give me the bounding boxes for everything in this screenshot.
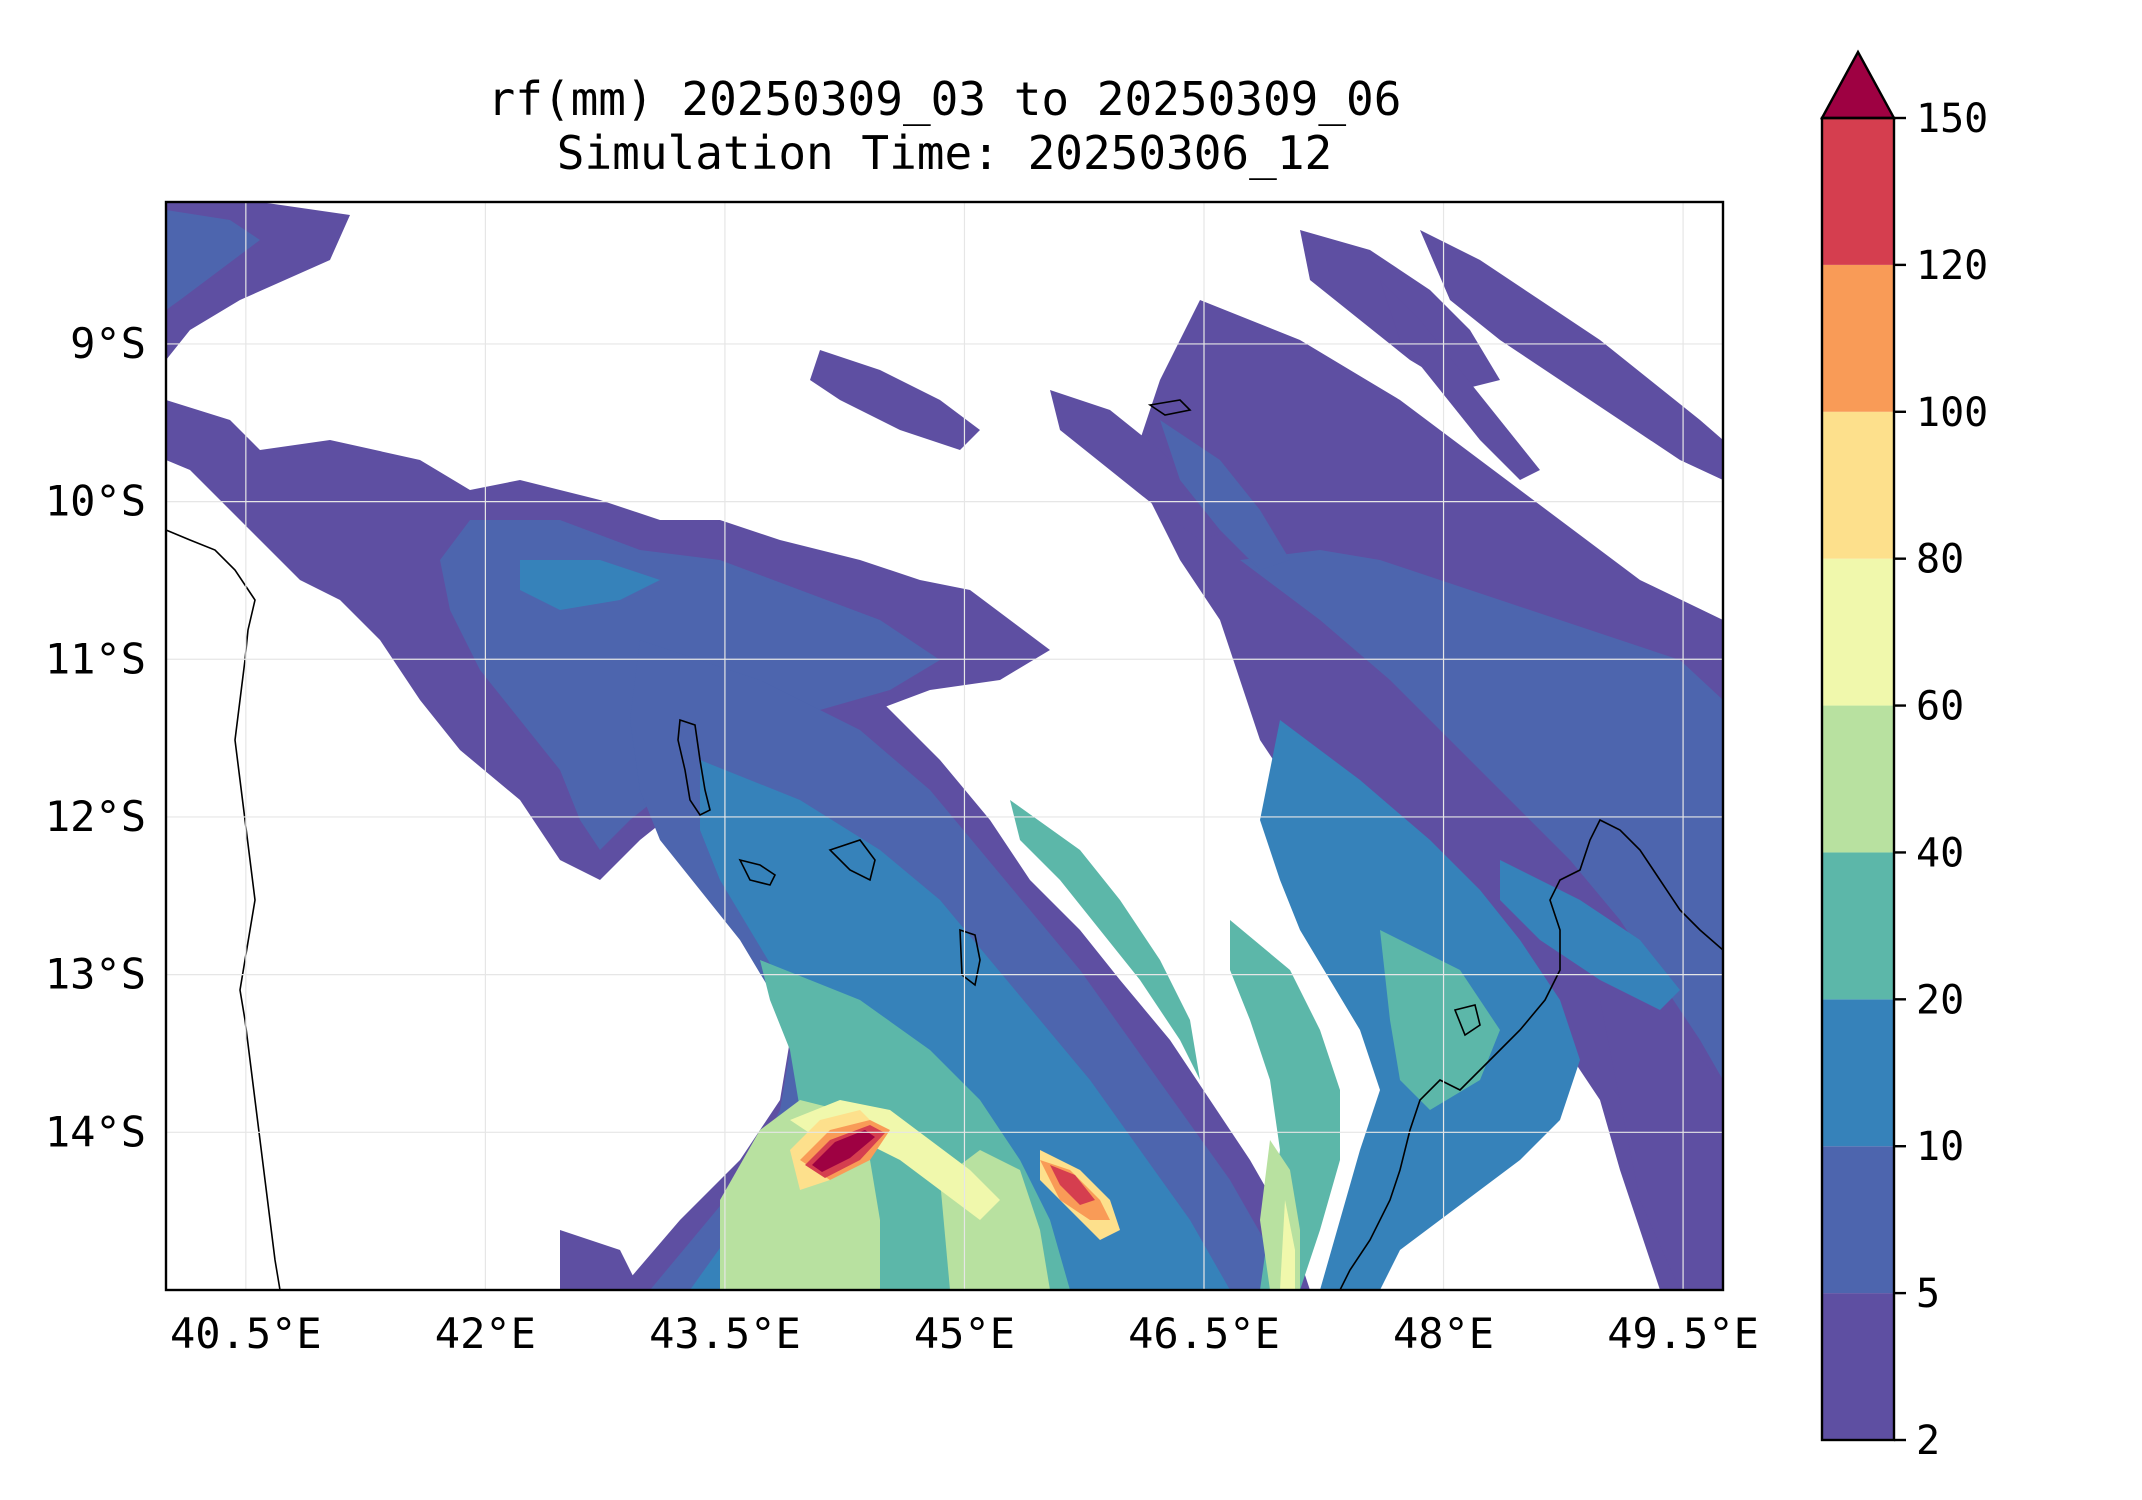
colorbar: 2 5 10 20 40 60 80 100 120 150 [1819, 49, 1988, 1464]
x-tick-label: 45°E [914, 1309, 1015, 1358]
madagascar-coastline [1339, 818, 1723, 1290]
small-island-north [1147, 399, 1192, 416]
colorbar-segment [1822, 705, 1894, 853]
grande-comore-island [677, 718, 711, 817]
x-tick-label: 42°E [435, 1309, 536, 1358]
gridlines [166, 202, 1723, 1290]
title-line-2: Simulation Time: 20250306_12 [556, 126, 1333, 180]
coastlines [166, 399, 1723, 1290]
rainfall-contours [166, 202, 1723, 1290]
y-tick-label: 9°S [70, 319, 146, 368]
colorbar-segment [1822, 852, 1894, 1000]
colorbar-tick-label: 10 [1916, 1124, 1964, 1170]
colorbar-tick-label: 80 [1916, 537, 1964, 583]
x-tick-label: 46.5°E [1128, 1309, 1280, 1358]
y-axis: 9°S 10°S 11°S 12°S 13°S 14°S [45, 319, 146, 1156]
colorbar-tick-label: 150 [1916, 96, 1988, 142]
x-tick-label: 40.5°E [170, 1309, 322, 1358]
colorbar-segment [1822, 1293, 1894, 1440]
moheli-island [738, 858, 777, 886]
colorbar-tick-label: 5 [1916, 1271, 1940, 1317]
rain-level-150 [812, 1130, 875, 1172]
map-frame [164, 200, 1725, 1292]
y-tick-label: 14°S [45, 1107, 146, 1156]
x-tick-label: 49.5°E [1607, 1309, 1759, 1358]
colorbar-segment [1822, 264, 1894, 412]
colorbar-tick-label: 60 [1916, 684, 1964, 730]
anjouan-island [828, 839, 876, 882]
y-tick-label: 13°S [45, 950, 146, 999]
colorbar-segment [1822, 1146, 1894, 1294]
y-tick-label: 10°S [45, 477, 146, 526]
x-tick-label: 48°E [1393, 1309, 1494, 1358]
map-title: rf(mm) 20250309_03 to 20250309_06 Simula… [166, 72, 1723, 180]
x-tick-label: 43.5°E [649, 1309, 801, 1358]
africa-coastline [166, 529, 281, 1290]
map-area [166, 202, 1723, 1290]
y-tick-label: 12°S [45, 792, 146, 841]
title-line-1: rf(mm) 20250309_03 to 20250309_06 [487, 72, 1402, 126]
nosy-be-island [1453, 1004, 1481, 1037]
colorbar-tick-label: 120 [1916, 243, 1988, 289]
colorbar-frame [1820, 116, 1896, 1442]
colorbar-tick-label: 20 [1916, 977, 1964, 1023]
y-tick-label: 11°S [45, 634, 146, 683]
x-axis: 40.5°E 42°E 43.5°E 45°E 46.5°E 48°E 49.5°E [170, 1309, 1759, 1358]
colorbar-tick-label: 2 [1916, 1418, 1940, 1464]
colorbar-extend-arrow [1819, 49, 1897, 120]
colorbar-segment [1822, 118, 1894, 265]
colorbar-segment [1822, 999, 1894, 1147]
colorbar-segment [1822, 558, 1894, 706]
colorbar-tick-label: 40 [1916, 830, 1964, 876]
mayotte-island [959, 928, 981, 987]
colorbar-segment [1822, 411, 1894, 559]
colorbar-tick-label: 100 [1916, 390, 1988, 436]
